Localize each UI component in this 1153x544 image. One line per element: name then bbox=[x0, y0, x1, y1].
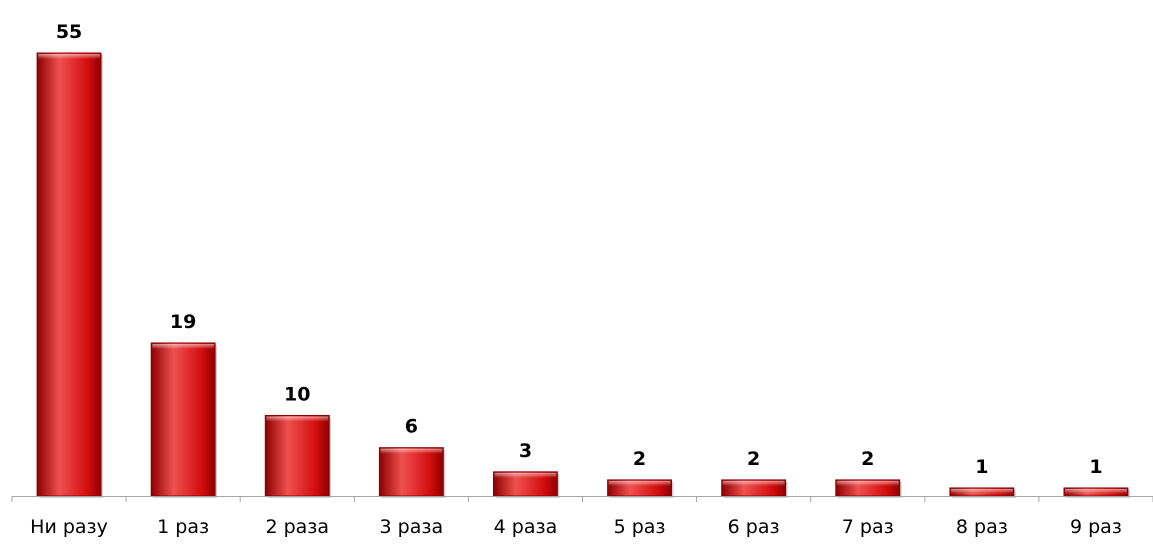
bar-bevel bbox=[722, 480, 785, 486]
data-label: 2 bbox=[747, 448, 760, 470]
bar-bevel bbox=[1065, 488, 1127, 494]
x-tick-label: 4 раза bbox=[494, 516, 558, 538]
data-label: 1 bbox=[975, 456, 988, 478]
x-tick-label: 5 раз bbox=[614, 516, 666, 538]
bar-body bbox=[150, 342, 216, 497]
x-tick-label: 6 раз bbox=[728, 516, 780, 538]
x-tick-label: 9 раз bbox=[1070, 516, 1122, 538]
data-label: 19 bbox=[170, 311, 196, 333]
x-tick-label: 7 раз bbox=[842, 516, 894, 538]
bar bbox=[493, 471, 560, 498]
x-tick-label: 1 раз bbox=[157, 516, 209, 538]
data-label: 2 bbox=[861, 448, 874, 470]
data-label: 1 bbox=[1089, 456, 1102, 478]
bar-bevel bbox=[836, 480, 899, 486]
bar-body bbox=[264, 414, 330, 497]
x-tick-label: 2 раза bbox=[265, 516, 329, 538]
data-label: 3 bbox=[519, 440, 532, 462]
data-label: 55 bbox=[56, 21, 82, 43]
bar bbox=[378, 447, 446, 498]
x-tick-label: 3 раза bbox=[380, 516, 444, 538]
bar bbox=[264, 414, 332, 498]
data-label: 6 bbox=[405, 416, 418, 438]
bar-bevel bbox=[38, 54, 100, 59]
bar bbox=[835, 479, 902, 498]
bar-bevel bbox=[950, 488, 1013, 494]
bar bbox=[607, 479, 674, 498]
x-tick-label: 8 раз bbox=[956, 516, 1008, 538]
bar-body bbox=[36, 52, 102, 497]
bar-body bbox=[378, 447, 444, 497]
bar bbox=[150, 342, 218, 498]
bar bbox=[36, 52, 103, 498]
bar-bevel bbox=[152, 343, 215, 349]
bar-bevel bbox=[608, 480, 671, 486]
bar bbox=[721, 479, 788, 498]
data-label: 10 bbox=[284, 383, 310, 405]
bar-bevel bbox=[494, 472, 557, 478]
x-tick-label: Ни разу bbox=[30, 516, 108, 538]
bar-bevel bbox=[380, 448, 443, 454]
data-label: 2 bbox=[633, 448, 646, 470]
bar-bevel bbox=[266, 416, 329, 422]
